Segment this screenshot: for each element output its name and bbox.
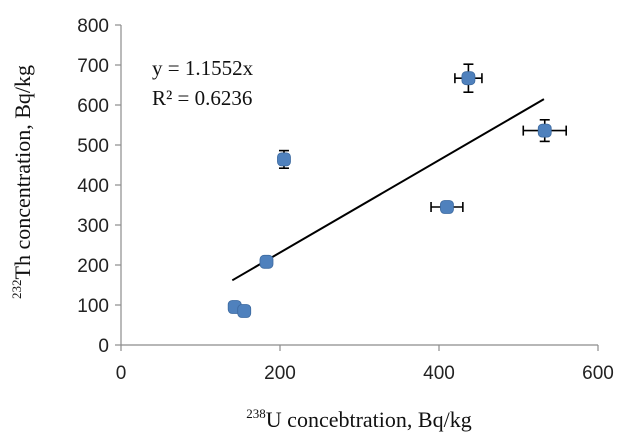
y-tick-label: 300 [77,216,109,237]
x-tick-label: 200 [264,363,296,384]
y-tick-label: 0 [98,336,109,357]
y-tick-label: 400 [77,176,109,197]
trendline [231,98,545,282]
x-axis-title: 238U concebtration, Bq/kg [246,406,471,432]
y-tick-label: 700 [77,56,109,77]
y-axis-title: 232Th concentration, Bq/kg [9,65,35,299]
axis-titles: 238U concebtration, Bq/kg 232Th concentr… [9,65,472,432]
trendline-annotation: y = 1.1552x R² = 0.6236 [152,56,254,110]
trendline-equation: y = 1.1552x [152,56,254,80]
y-tick-label: 200 [77,256,109,277]
y-tick-label: 800 [77,16,109,37]
data-points-layer [227,63,568,318]
data-point-group [237,304,252,318]
data-point-group [522,119,568,143]
data-point-marker [440,200,454,214]
data-point-group [277,149,291,169]
y-tick-label: 600 [77,96,109,117]
data-point-group [430,200,464,214]
data-point-group [259,254,274,269]
x-axis-title-superscript: 238 [246,406,266,421]
data-point-group [454,63,483,93]
trendline-layer [231,98,545,282]
data-point-marker [537,123,552,138]
axes: 0 100 200 300 400 500 600 700 800 0 200 400 600 [77,16,614,384]
y-tick-label: 500 [77,136,109,157]
x-tick-label: 0 [116,363,127,384]
x-tick-label: 400 [423,363,455,384]
trendline-r-squared: R² = 0.6236 [152,86,252,110]
data-point-marker [277,152,291,167]
x-tick-label: 600 [582,363,614,384]
y-axis-title-superscript: 232 [9,279,24,299]
data-point-marker [461,71,476,86]
data-point-marker [237,304,252,318]
y-tick-label: 100 [77,296,109,317]
y-axis-title-text: Th concentration, Bq/kg [10,65,35,279]
data-point-marker [259,254,274,269]
x-axis-title-text: U concebtration, Bq/kg [266,407,472,432]
